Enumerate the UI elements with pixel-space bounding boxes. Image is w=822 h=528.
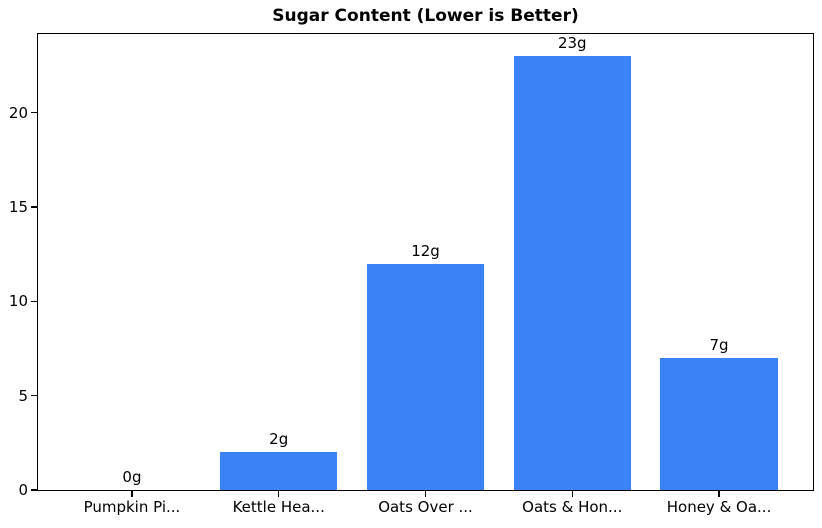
bar-value-label: 2g [269, 430, 289, 449]
bar [660, 357, 778, 490]
x-tick-label: Oats Over ... [378, 498, 473, 516]
x-tick [424, 491, 427, 497]
y-tick-label: 10 [8, 292, 28, 311]
y-tick [31, 395, 37, 397]
y-tick [31, 300, 37, 302]
y-tick [31, 112, 37, 114]
chart-title: Sugar Content (Lower is Better) [272, 6, 579, 26]
y-tick [31, 206, 37, 208]
x-tick [131, 491, 133, 497]
y-tick [31, 489, 37, 491]
y-tick-label: 20 [8, 103, 28, 122]
x-tick-label: Honey & Oa... [666, 498, 772, 516]
x-tick [718, 491, 720, 497]
bar-value-label: 12g [411, 241, 440, 260]
x-tick-label: Pumpkin Pi... [83, 498, 181, 516]
y-tick-label: 0 [18, 481, 28, 499]
y-tick-label: 5 [18, 386, 28, 405]
bar-value-label: 0g [122, 468, 142, 486]
bar [513, 56, 631, 490]
plot-area: 0g Pumpkin Pi... 2g Kettle Hea... 12g Oats Ov… [9, 33, 814, 516]
x-tick-label: Oats & Hon... [522, 498, 623, 516]
bar-value-label: 7g [709, 335, 729, 354]
x-tick-label: Kettle Hea... [232, 498, 325, 516]
y-tick-label: 15 [8, 198, 28, 216]
bar-value-label: 23g [557, 34, 587, 53]
x-tick [571, 491, 573, 497]
bar [366, 263, 485, 490]
bar [220, 452, 338, 490]
x-tick [278, 491, 280, 497]
